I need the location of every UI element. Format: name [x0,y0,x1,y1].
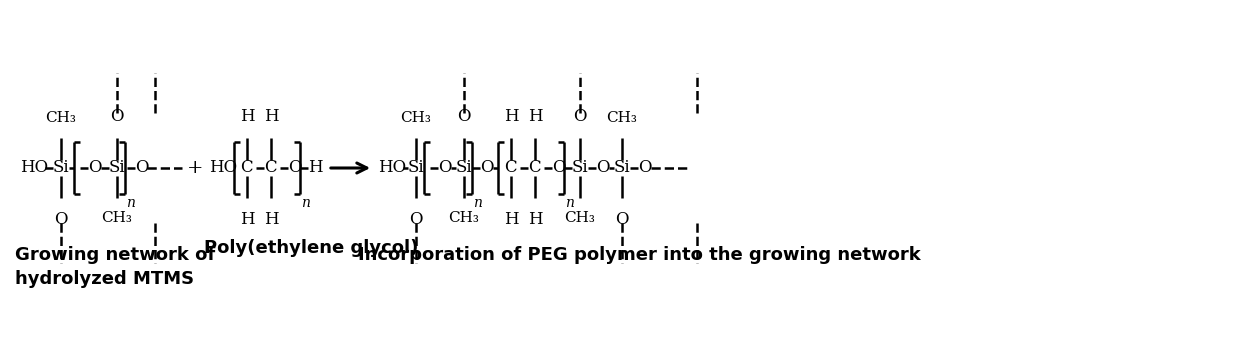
Text: O: O [596,160,610,176]
Text: Si: Si [614,160,631,176]
Text: HO: HO [20,160,48,176]
Text: C: C [264,160,277,176]
Text: O: O [88,160,102,176]
Text: Si: Si [408,160,424,176]
Text: Si: Si [109,160,125,176]
Text: n: n [301,196,310,210]
Text: O: O [458,108,471,125]
Text: O: O [573,108,587,125]
Text: H: H [528,108,542,125]
Text: H: H [503,108,518,125]
Text: H: H [503,211,518,228]
Text: Si: Si [572,160,589,176]
Text: HO: HO [378,160,407,176]
Text: O: O [480,160,494,176]
Text: Si: Si [456,160,472,176]
Text: O: O [409,211,423,228]
Text: CH₃: CH₃ [449,211,480,225]
Text: Poly(ethylene glycol): Poly(ethylene glycol) [205,239,418,257]
Text: O: O [438,160,451,176]
Text: O: O [639,160,651,176]
Text: CH₃: CH₃ [564,211,595,225]
Text: C: C [528,160,541,176]
Text: +: + [187,159,203,177]
Text: CH₃: CH₃ [401,111,432,125]
Text: CH₃: CH₃ [102,211,133,225]
Text: Incorporation of PEG polymer into the growing network: Incorporation of PEG polymer into the gr… [358,246,921,264]
Text: H: H [308,160,322,176]
Text: O: O [135,160,149,176]
Text: C: C [241,160,253,176]
Text: H: H [239,108,254,125]
Text: O: O [55,211,68,228]
Text: n: n [472,196,482,210]
Text: Si: Si [53,160,69,176]
Text: H: H [264,211,278,228]
Text: O: O [110,108,124,125]
Text: O: O [552,160,565,176]
Text: n: n [126,196,135,210]
Text: n: n [565,196,574,210]
Text: Growing network of
hydrolyzed MTMS: Growing network of hydrolyzed MTMS [15,246,216,288]
Text: H: H [264,108,278,125]
Text: H: H [239,211,254,228]
Text: C: C [503,160,517,176]
Text: CH₃: CH₃ [46,111,77,125]
Text: O: O [288,160,301,176]
Text: HO: HO [210,160,237,176]
Text: H: H [528,211,542,228]
Text: O: O [615,211,629,228]
Text: CH₃: CH₃ [606,111,637,125]
